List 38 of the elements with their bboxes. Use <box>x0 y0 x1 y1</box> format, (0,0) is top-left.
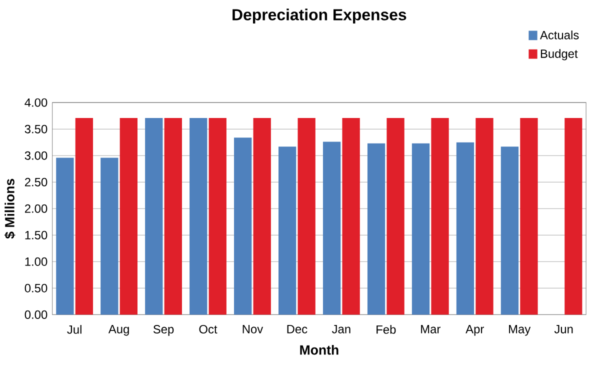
y-tick-label: 0.00 <box>24 310 48 319</box>
bar <box>253 118 271 314</box>
bar <box>75 118 94 314</box>
bar <box>298 118 316 314</box>
x-tick-label: May <box>509 324 531 336</box>
y-tick-label: 2.50 <box>24 178 48 186</box>
x-tick-label: Feb <box>376 324 396 334</box>
y-tick-label: 3.50 <box>24 124 48 134</box>
y-tick-label: 4.00 <box>24 98 48 107</box>
y-tick-label: 3.00 <box>24 151 48 160</box>
x-tick-label: Mar <box>421 324 440 334</box>
bar <box>208 118 226 314</box>
bar <box>431 118 449 314</box>
x-tick-label: Jun <box>554 324 573 334</box>
y-tick-label: 0.50 <box>24 284 48 292</box>
x-tick-label: Oct <box>199 324 218 334</box>
y-axis-title: $ Millions <box>4 178 16 238</box>
x-tick-label: Aug <box>108 324 129 336</box>
y-tick-label: 1.50 <box>25 230 48 240</box>
bar <box>386 118 404 314</box>
legend-label: Budget <box>540 48 578 60</box>
bar <box>120 118 138 314</box>
bar <box>564 118 582 314</box>
x-tick-label: Jul <box>67 324 82 334</box>
x-axis-title: Month <box>300 344 338 354</box>
x-tick-label: Dec <box>287 324 308 334</box>
legend-label: Actuals <box>540 30 579 40</box>
x-tick-label: Nov <box>242 324 264 334</box>
bar <box>164 118 182 314</box>
x-tick-label: Jan <box>332 324 350 334</box>
bar <box>476 118 494 314</box>
x-tick-label: Sep <box>153 324 174 336</box>
bar <box>520 118 538 314</box>
bar <box>342 118 360 314</box>
x-tick-label: Apr <box>466 324 484 336</box>
y-tick-label: 1.00 <box>25 257 48 266</box>
y-tick-label: 2.00 <box>24 204 48 213</box>
chart-title: Depreciation Expenses <box>232 8 406 24</box>
